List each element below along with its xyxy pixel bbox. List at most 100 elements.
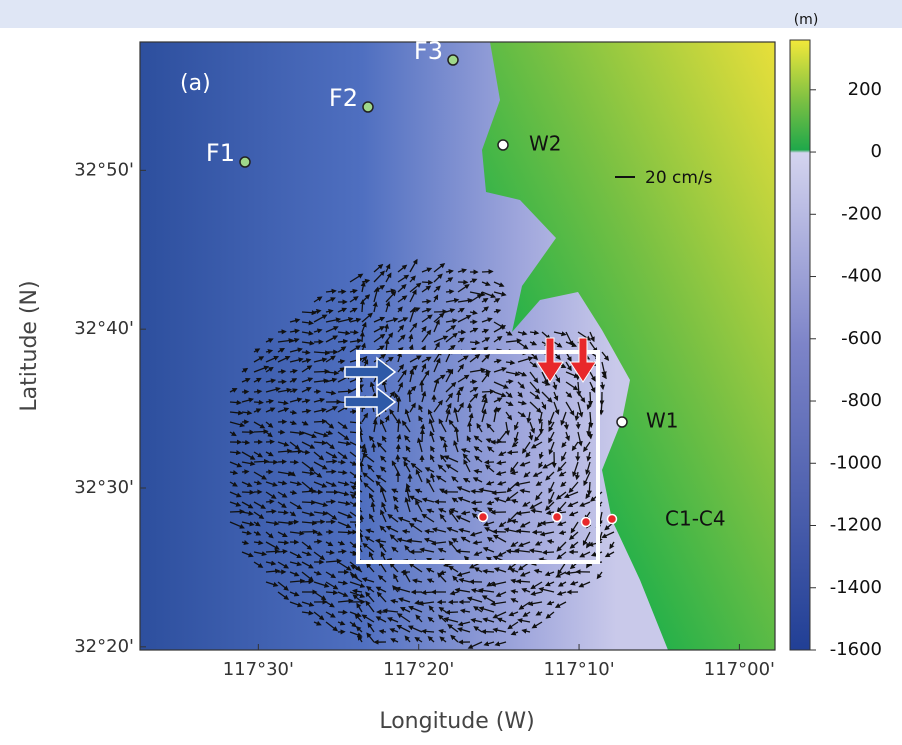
page: {"map": {"panel_label": "(a)", "x_label"… — [0, 0, 902, 741]
current-vector — [472, 491, 482, 492]
current-vector — [302, 581, 312, 582]
current-vector — [230, 511, 244, 512]
station-label: F1 — [206, 139, 235, 167]
current-vector — [398, 445, 399, 452]
current-vector — [469, 404, 470, 412]
current-vector — [266, 501, 273, 502]
colorbar-tick-label: -1000 — [830, 452, 882, 473]
mooring — [479, 513, 488, 522]
current-vector — [254, 461, 268, 462]
current-vector — [422, 282, 432, 283]
current-vector — [338, 532, 352, 533]
current-vector — [278, 542, 288, 543]
colorbar-tick-label: -800 — [841, 390, 882, 411]
mooring — [582, 518, 591, 527]
x-tick-label: 117°10' — [543, 659, 614, 680]
colorbar-tick-label: 200 — [848, 79, 882, 100]
y-tick-label: 32°20' — [74, 636, 134, 657]
mooring — [553, 513, 562, 522]
current-vector — [302, 312, 316, 313]
current-vector — [566, 422, 567, 429]
current-vector — [266, 511, 276, 512]
colorbar-tick-label: -1600 — [830, 639, 882, 660]
current-vector — [254, 391, 261, 392]
current-vector — [326, 552, 334, 553]
station-label: W1 — [646, 409, 679, 433]
colorbar-tick-label: -200 — [841, 203, 882, 224]
current-vector — [326, 592, 337, 593]
colorbar-tick-label: -1400 — [830, 577, 882, 598]
station-label: F3 — [414, 37, 443, 65]
x-tick-label: 117°30' — [223, 659, 294, 680]
station — [240, 157, 250, 167]
current-vector — [314, 391, 320, 392]
current-vector — [278, 551, 287, 552]
current-vector — [409, 390, 410, 402]
station-label: W2 — [529, 132, 562, 156]
current-vector — [362, 333, 363, 342]
current-vector — [508, 452, 518, 453]
colorbar — [790, 40, 810, 650]
station — [448, 55, 458, 65]
current-vector — [266, 551, 279, 552]
current-vector — [482, 271, 492, 272]
x-tick-label: 117°00' — [704, 659, 775, 680]
current-vector — [254, 431, 267, 432]
y-tick-label: 32°50' — [74, 159, 134, 180]
mooring — [608, 515, 617, 524]
current-vector — [422, 301, 430, 302]
current-vector — [543, 552, 554, 553]
station — [617, 417, 627, 427]
colorbar-unit: (m) — [794, 12, 819, 28]
figure: 20 cm/s (a) Longitude (W) Latitude (N) (… — [0, 0, 902, 741]
colorbar-tick-label: 0 — [871, 141, 882, 162]
current-vector — [326, 461, 336, 462]
current-vector — [314, 541, 321, 542]
current-vector — [338, 551, 346, 552]
current-vector — [472, 502, 482, 503]
current-vector — [302, 352, 309, 353]
current-vector — [361, 462, 362, 472]
station — [363, 102, 373, 112]
current-vector — [517, 581, 530, 582]
x-tick-label: 117°20' — [383, 659, 454, 680]
station-label: C1-C4 — [665, 507, 726, 531]
y-axis-label: Latitude (N) — [17, 280, 42, 411]
current-vector — [326, 501, 335, 502]
current-vector — [350, 411, 356, 412]
current-vector — [230, 402, 241, 403]
y-tick-label: 32°30' — [74, 477, 134, 498]
current-vector — [422, 631, 434, 632]
current-vector — [278, 512, 288, 513]
current-vector — [302, 502, 315, 503]
colorbar-tick-label: -600 — [841, 328, 882, 349]
station — [498, 140, 508, 150]
current-vector — [302, 452, 309, 453]
y-tick-label: 32°40' — [74, 318, 134, 339]
current-vector — [338, 472, 346, 473]
current-vector — [338, 291, 345, 292]
current-vector — [470, 342, 479, 343]
current-vector — [278, 371, 285, 372]
current-vector — [290, 451, 302, 452]
header-band — [0, 0, 902, 28]
current-vector — [361, 516, 362, 522]
current-vector — [446, 612, 458, 613]
colorbar-tick-label: -1200 — [830, 515, 882, 536]
current-vector — [362, 300, 363, 312]
scale-label: 20 cm/s — [645, 168, 713, 188]
current-vector — [506, 381, 512, 382]
panel-label: (a) — [180, 71, 211, 96]
current-vector — [242, 442, 249, 443]
current-vector — [422, 430, 423, 442]
current-vector — [242, 471, 248, 472]
current-vector — [373, 444, 374, 452]
current-vector — [446, 291, 453, 292]
colorbar-tick-label: -400 — [841, 266, 882, 287]
current-vector — [314, 421, 326, 422]
current-vector — [326, 471, 335, 472]
x-axis-label: Longitude (W) — [379, 709, 534, 734]
current-vector — [469, 422, 470, 432]
current-vector — [590, 432, 591, 438]
current-vector — [254, 402, 263, 403]
